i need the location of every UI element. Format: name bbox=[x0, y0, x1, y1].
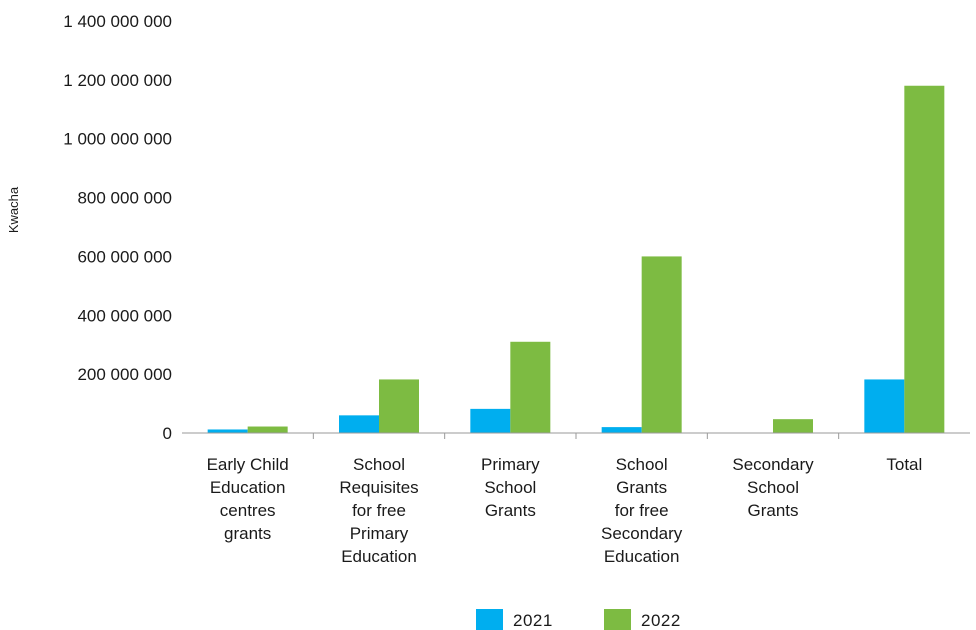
category-labels: Early Child Education centres grants School R… bbox=[207, 455, 923, 566]
y-tick-label: 400 000 000 bbox=[77, 306, 172, 325]
x-category-label: School Requisites for free Primary Education bbox=[339, 455, 418, 566]
legend: 2021 2022 bbox=[476, 609, 681, 630]
bar-2021-3 bbox=[470, 408, 511, 433]
bar-2022-3 bbox=[510, 341, 551, 433]
y-tick-label: 1 000 000 000 bbox=[63, 130, 172, 149]
legend-label-2022: 2022 bbox=[641, 611, 681, 630]
x-category-label: School Grants for free Secondary Education bbox=[601, 455, 683, 566]
y-tick-label: 1 400 000 000 bbox=[63, 12, 172, 31]
bar-2022-5 bbox=[773, 419, 813, 433]
y-tick-label: 1 200 000 000 bbox=[63, 71, 172, 90]
y-tick-label: 800 000 000 bbox=[77, 189, 172, 208]
y-tick-label: 600 000 000 bbox=[77, 247, 172, 266]
bars-group bbox=[207, 85, 945, 433]
x-axis-ticks bbox=[312, 433, 840, 439]
x-category-label: Total bbox=[886, 455, 922, 474]
y-axis-title: Kwacha bbox=[6, 186, 21, 233]
y-axis-ticks: 0 200 000 000 400 000 000 600 000 000 800 00… bbox=[63, 12, 172, 443]
legend-label-2021: 2021 bbox=[513, 611, 553, 630]
bar-2022-6 bbox=[904, 85, 945, 433]
x-category-label: Secondary School Grants bbox=[732, 455, 814, 520]
bar-2021-4 bbox=[601, 427, 642, 433]
bar-2022-1 bbox=[247, 426, 288, 433]
bar-2021-1 bbox=[207, 429, 248, 433]
bar-2021-6 bbox=[864, 379, 905, 433]
y-tick-label: 200 000 000 bbox=[77, 365, 172, 384]
y-tick-label: 0 bbox=[163, 424, 172, 443]
x-category-label: Early Child Education centres grants bbox=[207, 455, 289, 543]
legend-swatch-2022 bbox=[604, 609, 631, 630]
x-category-label: Primary School Grants bbox=[481, 455, 540, 520]
bar-2021-2 bbox=[339, 415, 379, 433]
legend-swatch-2021 bbox=[476, 609, 503, 630]
bar-2022-4 bbox=[641, 256, 682, 433]
bar-2022-2 bbox=[379, 379, 419, 433]
